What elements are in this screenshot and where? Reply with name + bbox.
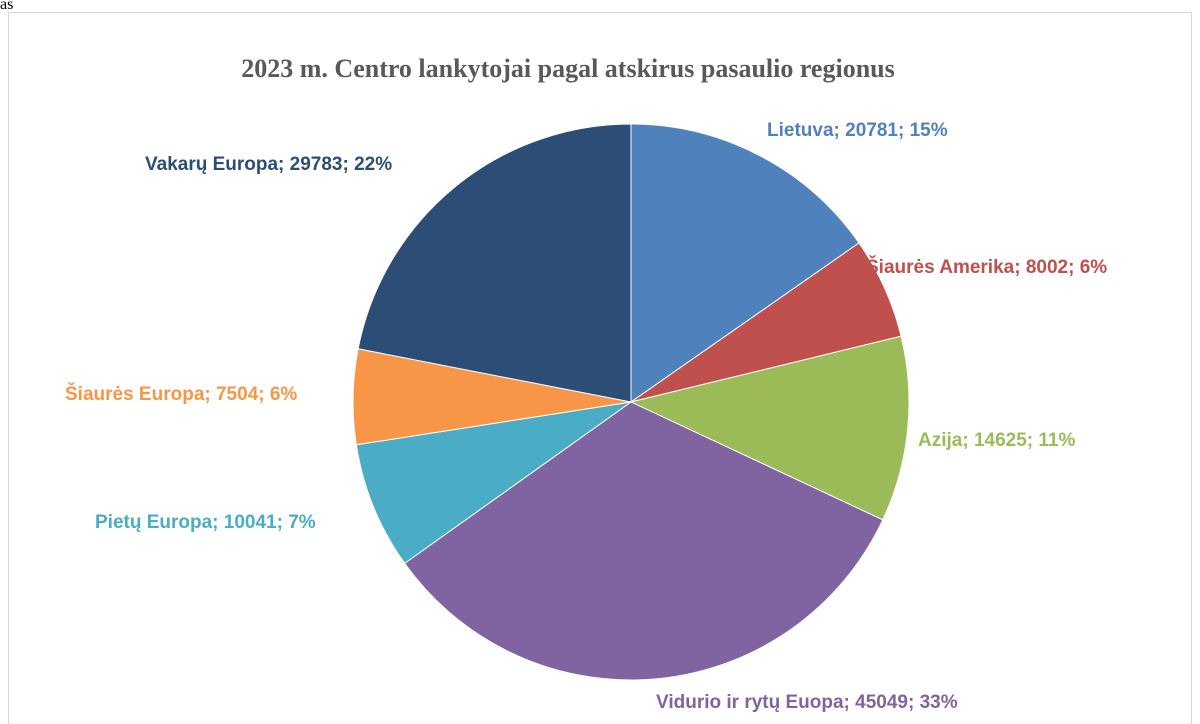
pie-slice (355, 401, 632, 565)
pie-slice (357, 123, 632, 403)
data-label: Lietuva; 20781; 15% (767, 120, 948, 141)
pie-slice (629, 335, 910, 521)
data-label: Vidurio ir rytų Euopa; 45049; 33% (656, 692, 958, 713)
chart-title: 2023 m. Centro lankytojai pagal atskirus… (241, 54, 894, 83)
pie-slice (630, 123, 860, 403)
data-label: Vakarų Europa; 29783; 22% (145, 154, 392, 175)
page-label: as (0, 0, 13, 13)
data-label: Pietų Europa; 10041; 7% (95, 512, 316, 533)
data-label: Šiaurės Europa; 7504; 6% (65, 383, 297, 405)
data-label: Azija; 14625; 11% (918, 430, 1075, 451)
data-label: Šiaurės Amerika; 8002; 6% (866, 256, 1107, 278)
pie-slice (403, 401, 884, 681)
